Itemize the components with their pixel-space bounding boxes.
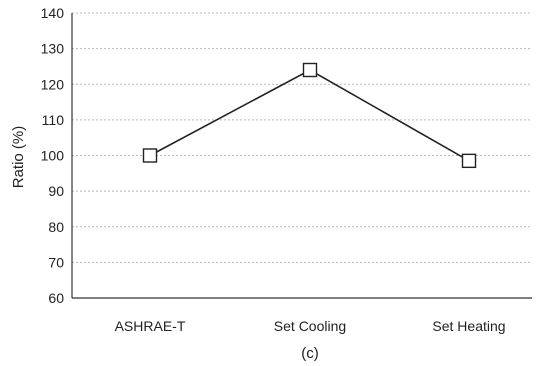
y-tick-label-60: 60 [48,290,64,306]
gridlines [72,12,532,263]
y-tick-label-110: 110 [42,112,65,128]
figure-caption: (c) [301,345,319,362]
x-tick-labels: ASHRAE-T Set Cooling Set Heating [115,318,506,334]
y-tick-labels: 60 70 80 90 100 110 120 130 140 [41,5,65,306]
x-tick-label-0: ASHRAE-T [115,318,186,334]
x-tick-label-2: Set Heating [432,318,505,334]
data-point-ashrae-t [142,148,158,163]
series-line-0 [149,69,470,162]
y-tick-label-80: 80 [48,219,64,235]
data-point-set-heating [461,153,477,169]
y-tick-label-90: 90 [48,183,64,199]
y-tick-label-140: 140 [41,5,65,21]
y-tick-label-120: 120 [41,76,65,92]
data-point-set-cooling [302,62,318,78]
x-tick-label-1: Set Cooling [274,318,346,334]
data-series [142,62,477,169]
y-tick-label-130: 130 [41,41,65,57]
y-tick-label-100: 100 [41,148,65,164]
y-tick-label-70: 70 [48,254,64,270]
y-axis-title: Ratio (%) [10,126,27,189]
axes [71,13,532,299]
